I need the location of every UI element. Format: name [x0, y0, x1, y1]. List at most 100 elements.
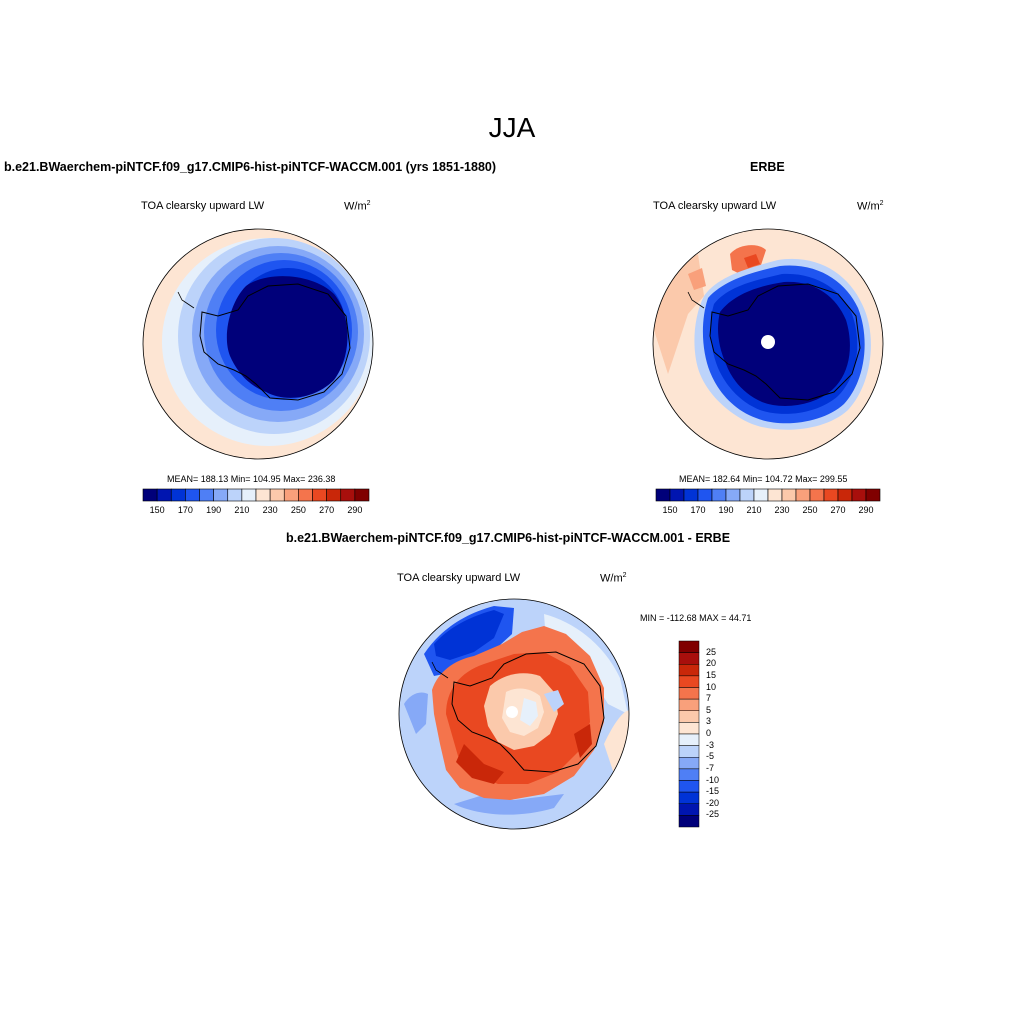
obs-variable-label: TOA clearsky upward LW [653, 200, 777, 212]
colorbar-box [697, 488, 713, 502]
obs-colorbar-ticks: 150 170 190 210 230 250 270 290 [656, 505, 880, 517]
figure-title: JJA [488, 112, 536, 143]
colorbar-box [678, 664, 700, 677]
colorbar-box [753, 488, 769, 502]
colorbar-box [678, 733, 700, 746]
colorbar-tick-label: 3 [706, 716, 712, 727]
colorbar-box [739, 488, 755, 502]
colorbar-box [678, 652, 700, 665]
colorbar-tick-label: 20 [706, 658, 717, 669]
colorbar-box [781, 488, 797, 502]
colorbar-box [241, 488, 257, 502]
colorbar-box [227, 488, 243, 502]
colorbar-box [678, 675, 700, 688]
colorbar-tick-label: -25 [706, 809, 720, 820]
colorbar-tick-label: 250 [802, 505, 818, 515]
colorbar-box [678, 687, 700, 700]
colorbar-box [669, 488, 685, 502]
colorbar-box [185, 488, 200, 502]
model-polar-map [142, 228, 374, 460]
obs-colorbar [655, 488, 881, 502]
colorbar-box [678, 780, 700, 793]
obs-panel-title: ERBE [750, 160, 785, 174]
colorbar-box [170, 488, 186, 502]
diff-colorbar-ticks: 25 20 15 10 7 5 3 0 -3 -5 -7 -10 -15 -20 -25 [706, 641, 746, 827]
colorbar-box [795, 488, 811, 502]
diff-polar-map [398, 598, 630, 830]
colorbar-box [340, 488, 356, 502]
colorbar-box [678, 710, 700, 723]
colorbar-box [678, 803, 700, 816]
obs-antarctica-coastline [709, 283, 861, 401]
colorbar-tick-label: -3 [706, 739, 715, 750]
obs-units-label: W/m2 [857, 200, 884, 213]
diff-stats: MIN = -112.68 MAX = 44.71 [640, 613, 752, 623]
colorbar-box [655, 488, 671, 502]
colorbar-box [678, 640, 700, 653]
colorbar-box [678, 791, 700, 804]
colorbar-box [865, 488, 881, 502]
colorbar-box [809, 488, 825, 502]
colorbar-box [269, 488, 285, 502]
colorbar-box [711, 488, 727, 502]
colorbar-tick-label: 150 [149, 505, 165, 515]
colorbar-tick-label: -5 [706, 751, 715, 762]
colorbar-tick-label: 210 [234, 505, 250, 515]
colorbar-box [678, 698, 700, 711]
colorbar-box [683, 488, 699, 502]
diff-colorbar [678, 640, 700, 828]
diff-variable-label: TOA clearsky upward LW [397, 572, 521, 584]
colorbar-tick-label: 190 [718, 505, 734, 515]
colorbar-tick-label: 15 [706, 669, 717, 680]
colorbar-tick-label: -10 [706, 774, 720, 785]
colorbar-box [312, 488, 327, 502]
colorbar-tick-label: 10 [706, 681, 717, 692]
colorbar-box [255, 488, 271, 502]
colorbar-tick-label: -7 [706, 762, 715, 773]
colorbar-tick-label: -15 [706, 786, 720, 797]
colorbar-box [326, 488, 342, 502]
colorbar-box [354, 488, 370, 502]
colorbar-tick-label: 230 [262, 505, 278, 515]
model-variable-label: TOA clearsky upward LW [141, 200, 265, 212]
colorbar-box [298, 488, 313, 502]
colorbar-tick-label: 270 [830, 505, 846, 515]
colorbar-tick-label: 5 [706, 704, 712, 715]
model-panel-title: b.e21.BWaerchem-piNTCF.f09_g17.CMIP6-his… [4, 160, 497, 174]
colorbar-tick-label: 170 [690, 505, 706, 515]
colorbar-box [678, 768, 700, 781]
colorbar-tick-label: 25 [706, 646, 717, 657]
colorbar-box [678, 722, 700, 735]
model-units-label: W/m2 [344, 200, 371, 213]
colorbar-box [199, 488, 214, 502]
colorbar-box [213, 488, 229, 502]
colorbar-tick-label: 170 [177, 505, 193, 515]
diff-antarctica-coastline [451, 651, 605, 773]
model-stats: MEAN= 188.13 Min= 104.95 Max= 236.38 [167, 474, 336, 484]
colorbar-box [678, 757, 700, 770]
colorbar-tick-label: 250 [290, 505, 306, 515]
colorbar-box [851, 488, 867, 502]
obs-stats: MEAN= 182.64 Min= 104.72 Max= 299.55 [679, 474, 848, 484]
colorbar-box [823, 488, 839, 502]
diff-pole-hole [506, 706, 518, 718]
colorbar-box [142, 488, 158, 502]
colorbar-tick-label: 0 [706, 728, 712, 738]
colorbar-tick-label: 7 [706, 693, 712, 704]
colorbar-tick-label: 270 [319, 505, 335, 515]
colorbar-box [283, 488, 299, 502]
model-antarctica-coastline [199, 283, 351, 401]
colorbar-tick-label: 230 [774, 505, 790, 515]
colorbar-box [678, 745, 700, 758]
obs-pole-hole [761, 335, 775, 349]
model-colorbar [142, 488, 370, 502]
model-colorbar-ticks: 150 170 190 210 230 250 270 290 [143, 505, 369, 517]
colorbar-box [725, 488, 741, 502]
colorbar-tick-label: 290 [347, 505, 363, 515]
obs-polar-map [652, 228, 884, 460]
colorbar-tick-label: 150 [662, 505, 678, 515]
colorbar-box [678, 815, 700, 828]
diff-units-label: W/m2 [600, 572, 627, 585]
colorbar-tick-label: 290 [858, 505, 874, 515]
colorbar-box [767, 488, 783, 502]
